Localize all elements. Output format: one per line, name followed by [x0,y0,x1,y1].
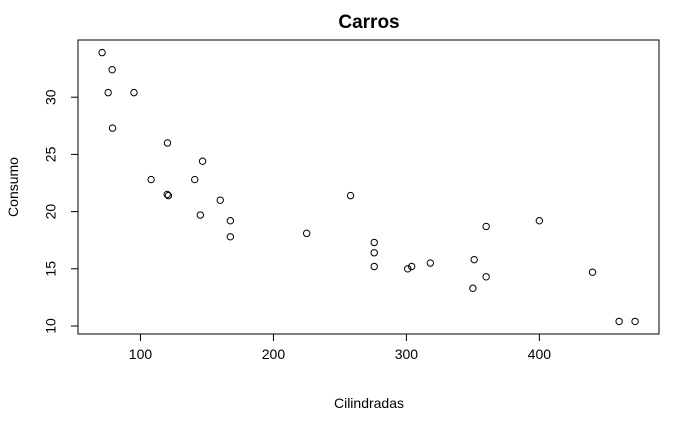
x-tick-label: 400 [528,346,552,362]
data-point [164,191,173,200]
x-tick-label: 300 [395,346,419,362]
data-point [198,157,207,165]
data-point [482,222,490,231]
data-point [226,217,235,225]
data-point [302,229,311,238]
y-tick-label: 30 [43,89,59,105]
data-point [108,124,117,132]
points-layer [98,48,639,326]
chart-title: Carros [338,12,399,33]
y-tick-label: 15 [43,261,59,277]
data-point [216,196,224,204]
data-point [98,48,106,57]
plot-frame [77,39,660,335]
data-point [226,233,235,241]
data-point [163,139,172,147]
x-tick-label: 100 [129,346,153,362]
data-point [535,217,544,225]
data-point [163,190,171,199]
y-tick-label: 10 [43,318,59,334]
y-axis-label: Consumo [5,157,21,217]
data-point [631,317,639,326]
y-tick-label: 20 [43,204,59,220]
data-point [615,317,623,326]
data-point [470,255,478,264]
data-point [130,88,138,97]
data-point [370,262,378,271]
data-point [104,88,112,97]
data-point [482,273,490,281]
y-tick-label: 25 [43,146,59,162]
data-point [346,191,355,200]
data-point [108,66,116,74]
x-axis-label: Cilindradas [334,395,404,411]
data-point [404,265,412,273]
x-tick-label: 200 [262,346,286,362]
data-point [196,211,205,219]
data-point [408,262,416,271]
data-point [370,238,378,247]
data-point [370,249,378,257]
data-point [469,284,477,292]
data-point [588,268,597,276]
y-axis: 10 15 20 25 30 [43,89,79,334]
x-axis: 100 200 300 400 [129,333,552,362]
data-point [191,175,199,184]
data-point [147,175,155,184]
data-point [426,259,435,267]
